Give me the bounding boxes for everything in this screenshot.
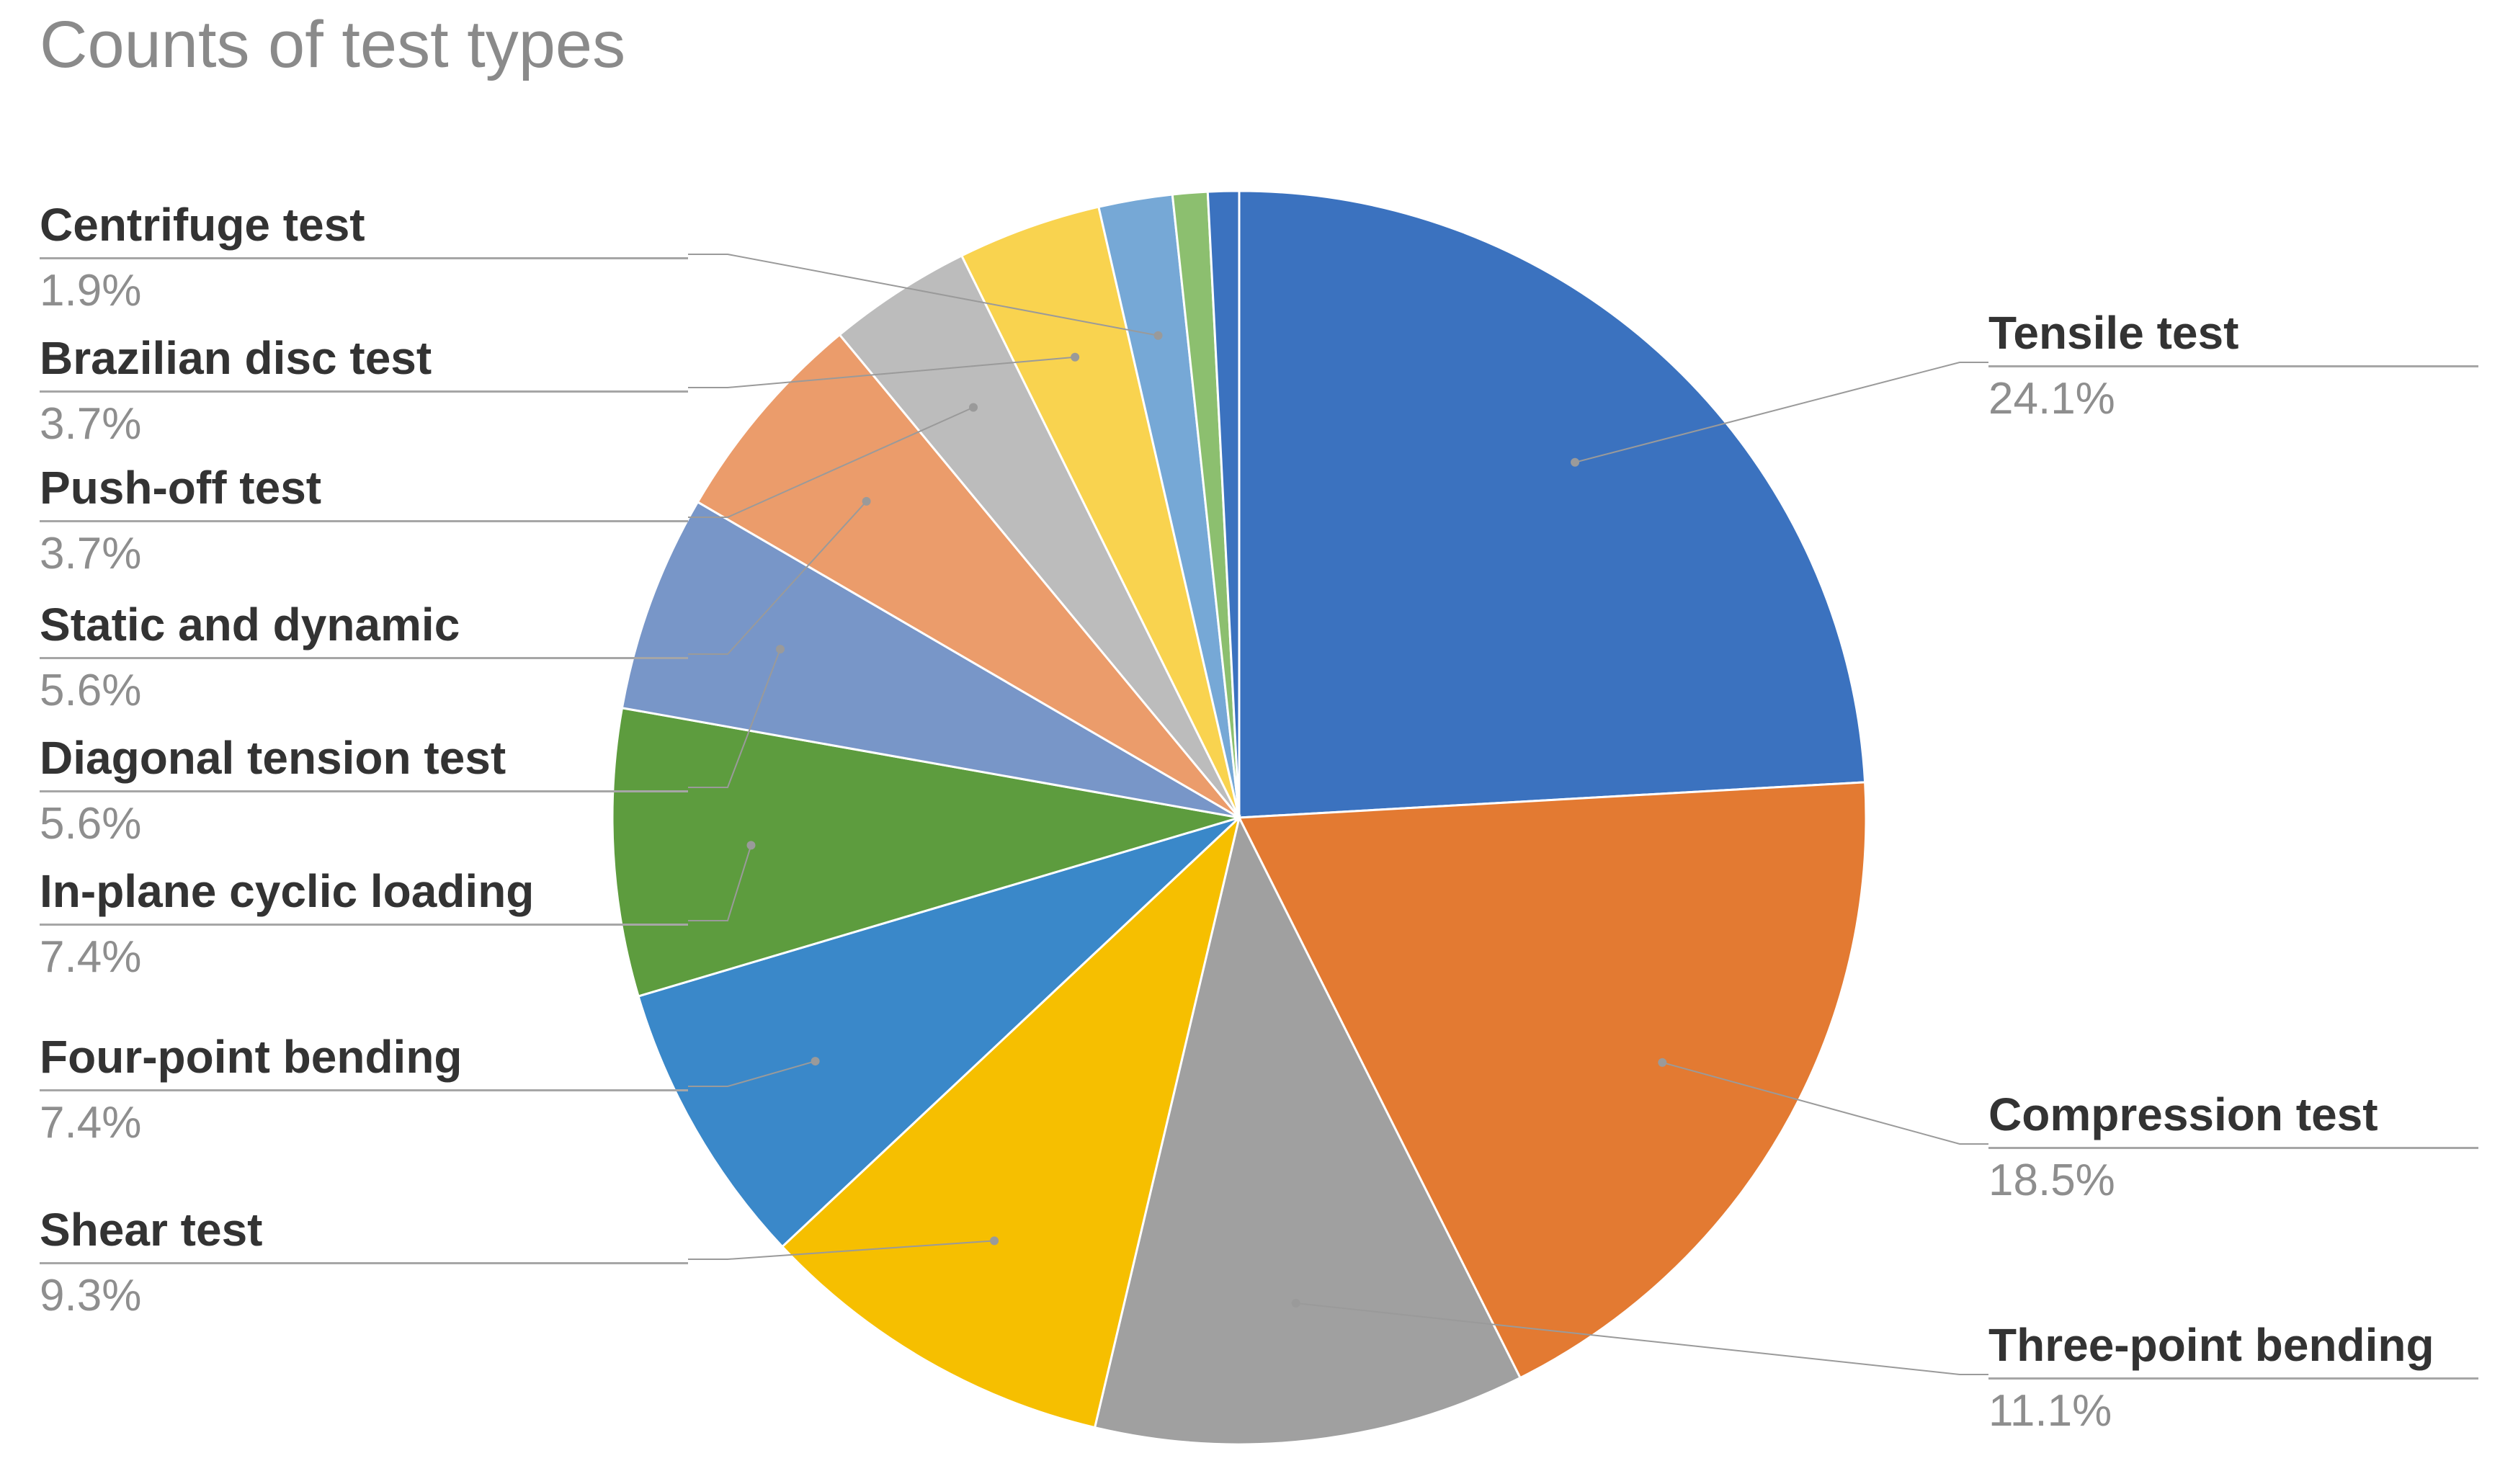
leader-line (688, 501, 867, 654)
slice-percent: 7.4% (40, 931, 688, 983)
slice-name: Centrifuge test (40, 198, 688, 251)
slice-name: Push-off test (40, 461, 688, 514)
slice-name: Four-point bending (40, 1030, 688, 1083)
leader-line (1662, 1063, 1988, 1144)
slice-percent: 1.9% (40, 265, 688, 316)
leader-line (688, 845, 751, 921)
slice-label: Three-point bending 11.1% (1988, 1318, 2478, 1436)
leader-line (688, 1061, 816, 1086)
label-underline (40, 257, 688, 259)
slice-name: Static and dynamic (40, 598, 688, 651)
slice-name: Diagonal tension test (40, 731, 688, 785)
leader-line (1575, 362, 1988, 462)
slice-percent: 3.7% (40, 398, 688, 450)
slice-label: Tensile test 24.1% (1988, 306, 2478, 424)
slice-label: Compression test 18.5% (1988, 1088, 2478, 1206)
slice-percent: 3.7% (40, 528, 688, 579)
leader-line (1296, 1303, 1988, 1375)
label-underline (1988, 1377, 2478, 1380)
slice-label: Shear test 9.3% (40, 1203, 688, 1321)
slice-name: Shear test (40, 1203, 688, 1256)
label-underline (40, 1262, 688, 1264)
label-underline (40, 790, 688, 792)
slice-percent: 5.6% (40, 798, 688, 849)
slice-percent: 24.1% (1988, 373, 2478, 424)
slice-name: In-plane cyclic loading (40, 864, 688, 918)
slice-name: Tensile test (1988, 306, 2478, 359)
label-underline (1988, 1147, 2478, 1149)
leader-line (688, 1241, 994, 1259)
label-underline (40, 390, 688, 393)
slice-label: In-plane cyclic loading 7.4% (40, 864, 688, 983)
leader-line (688, 649, 780, 787)
label-underline (40, 924, 688, 926)
slice-label: Push-off test 3.7% (40, 461, 688, 579)
chart-stage: Counts of test types Tensile test24.1%Co… (0, 0, 2500, 1484)
slice-percent: 5.6% (40, 665, 688, 716)
slice-label: Four-point bending 7.4% (40, 1030, 688, 1148)
slice-name: Brazilian disc test (40, 331, 688, 385)
slice-label: Brazilian disc test 3.7% (40, 331, 688, 450)
leader-line (688, 407, 973, 517)
leader-line (688, 357, 1075, 388)
slice-name: Three-point bending (1988, 1318, 2478, 1372)
slice-percent: 7.4% (40, 1097, 688, 1148)
slice-percent: 18.5% (1988, 1155, 2478, 1206)
label-underline (1988, 365, 2478, 367)
slice-name: Compression test (1988, 1088, 2478, 1141)
label-underline (40, 1089, 688, 1091)
slice-label: Centrifuge test 1.9% (40, 198, 688, 316)
label-underline (40, 520, 688, 522)
label-underline (40, 657, 688, 659)
slice-percent: 9.3% (40, 1270, 688, 1321)
leader-line (688, 254, 1159, 336)
slice-label: Static and dynamic 5.6% (40, 598, 688, 716)
slice-percent: 11.1% (1988, 1385, 2478, 1436)
slice-label: Diagonal tension test 5.6% (40, 731, 688, 849)
